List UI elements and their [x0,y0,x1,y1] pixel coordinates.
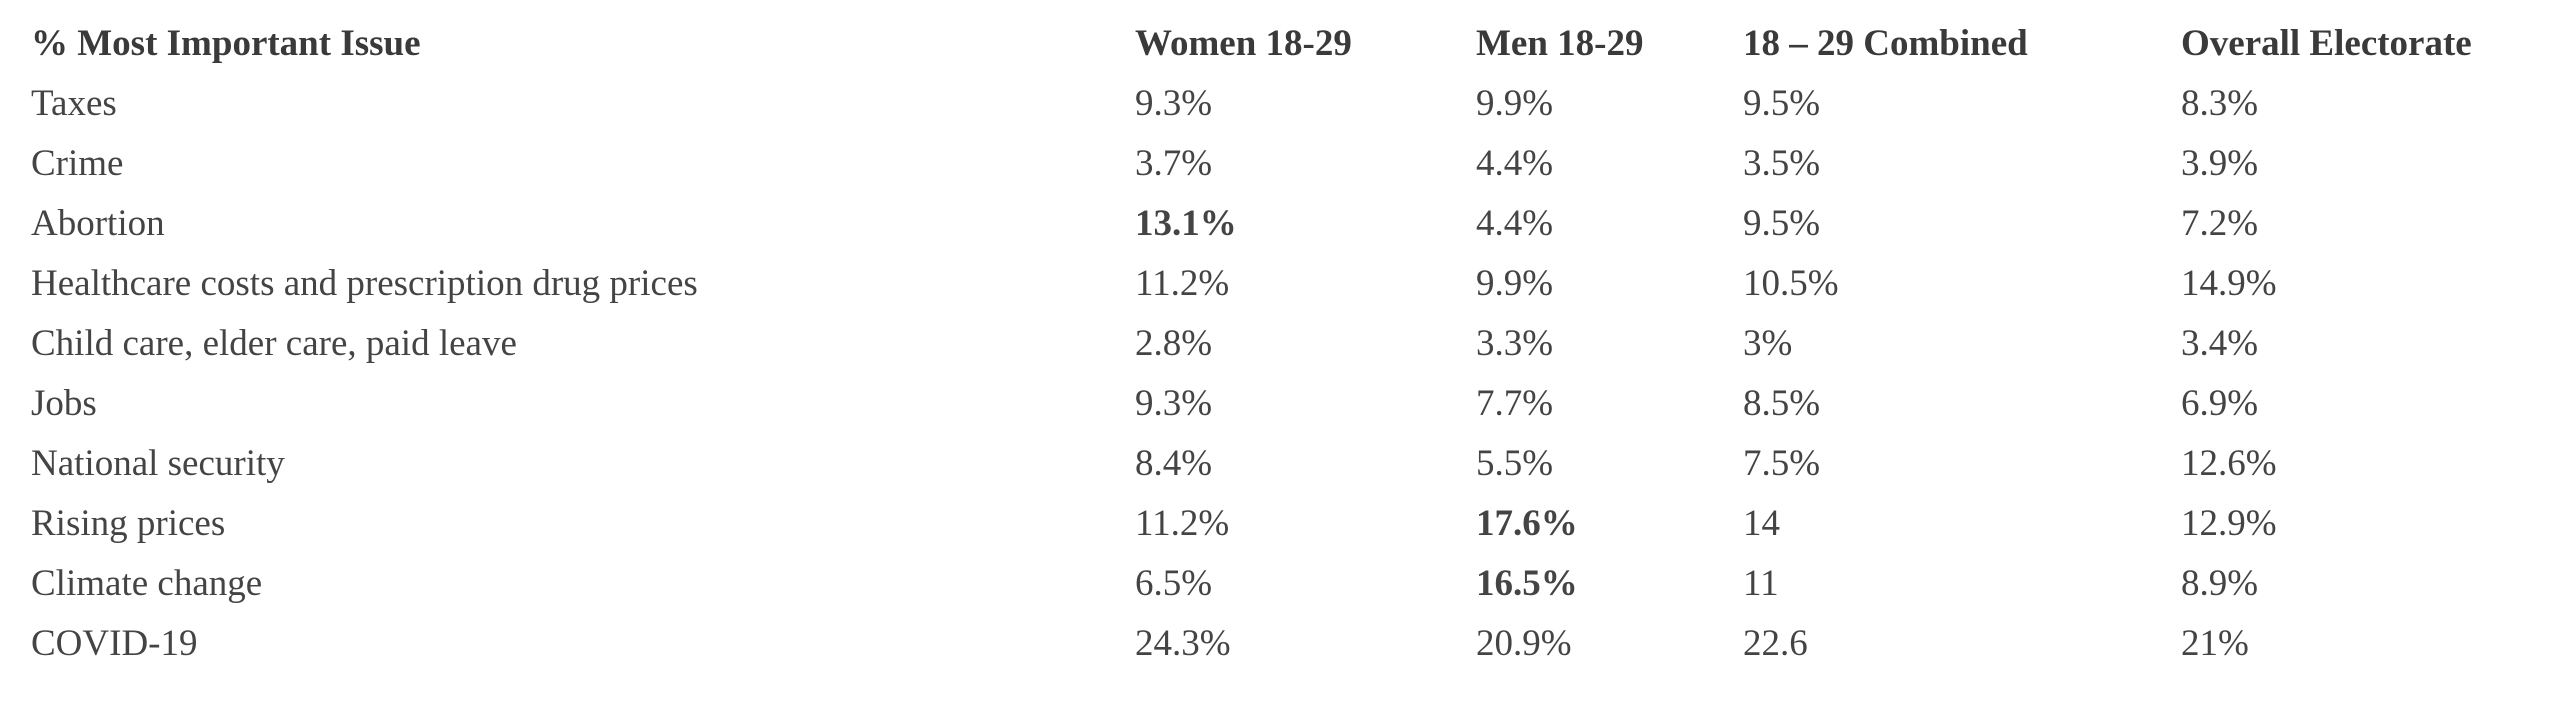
row-label: Rising prices [31,503,226,544]
table-cell: 12.9% [2181,503,2277,544]
table-cell: 24.3% [1135,623,1231,664]
table-cell: 8.3% [2181,83,2259,124]
table-cell: 3% [1743,323,1793,364]
header-cell: Men 18-29 [1476,23,1644,64]
table-cell: 9.9% [1476,83,1554,124]
row-label: Healthcare costs and prescription drug p… [31,263,698,304]
table-cell: 4.4% [1476,143,1554,184]
table-cell: 14.9% [2181,263,2277,304]
row-label: Taxes [31,83,117,124]
table-cell: 9.5% [1743,203,1821,244]
table-cell: 11.2% [1135,263,1230,304]
row-label: Abortion [31,203,165,244]
table-cell: 7.7% [1476,383,1554,424]
table-cell: 14 [1743,503,1780,544]
row-label: Crime [31,143,124,184]
table-cell: 20.9% [1476,623,1572,664]
table-cell: 8.5% [1743,383,1821,424]
table-cell: 8.4% [1135,443,1213,484]
table-cell: 9.5% [1743,83,1821,124]
table-cell: 22.6 [1743,623,1808,664]
table-cell: 9.9% [1476,263,1554,304]
row-label: Child care, elder care, paid leave [31,323,517,364]
row-label: Jobs [31,383,97,424]
table-cell: 7.5% [1743,443,1821,484]
table-cell: 3.7% [1135,143,1213,184]
table-cell: 10.5% [1743,263,1839,304]
table-cell: 6.9% [2181,383,2259,424]
table-cell: 7.2% [2181,203,2259,244]
table-cell: 13.1% [1135,203,1237,244]
table-cell: 12.6% [2181,443,2277,484]
row-label: COVID-19 [31,623,198,664]
table-cell: 5.5% [1476,443,1554,484]
table-cell: 3.4% [2181,323,2259,364]
header-cell: Overall Electorate [2181,23,2472,64]
row-label: National security [31,443,285,484]
header-cell: Women 18-29 [1135,23,1352,64]
table-cell: 2.8% [1135,323,1213,364]
table-cell: 4.4% [1476,203,1554,244]
table-cell: 8.9% [2181,563,2259,604]
table-cell: 9.3% [1135,383,1213,424]
table-cell: 17.6% [1476,503,1578,544]
table-cell: 6.5% [1135,563,1213,604]
table-cell: 9.3% [1135,83,1213,124]
row-label: Climate change [31,563,263,604]
table-cell: 3.9% [2181,143,2259,184]
header-cell: % Most Important Issue [31,23,421,64]
table-cell: 11.2% [1135,503,1230,544]
table-cell: 3.3% [1476,323,1554,364]
table-cell: 3.5% [1743,143,1821,184]
header-cell: 18 – 29 Combined [1743,23,2028,64]
table-cell: 21% [2181,623,2249,664]
table-cell: 16.5% [1476,563,1578,604]
table-cell: 11 [1743,563,1779,604]
